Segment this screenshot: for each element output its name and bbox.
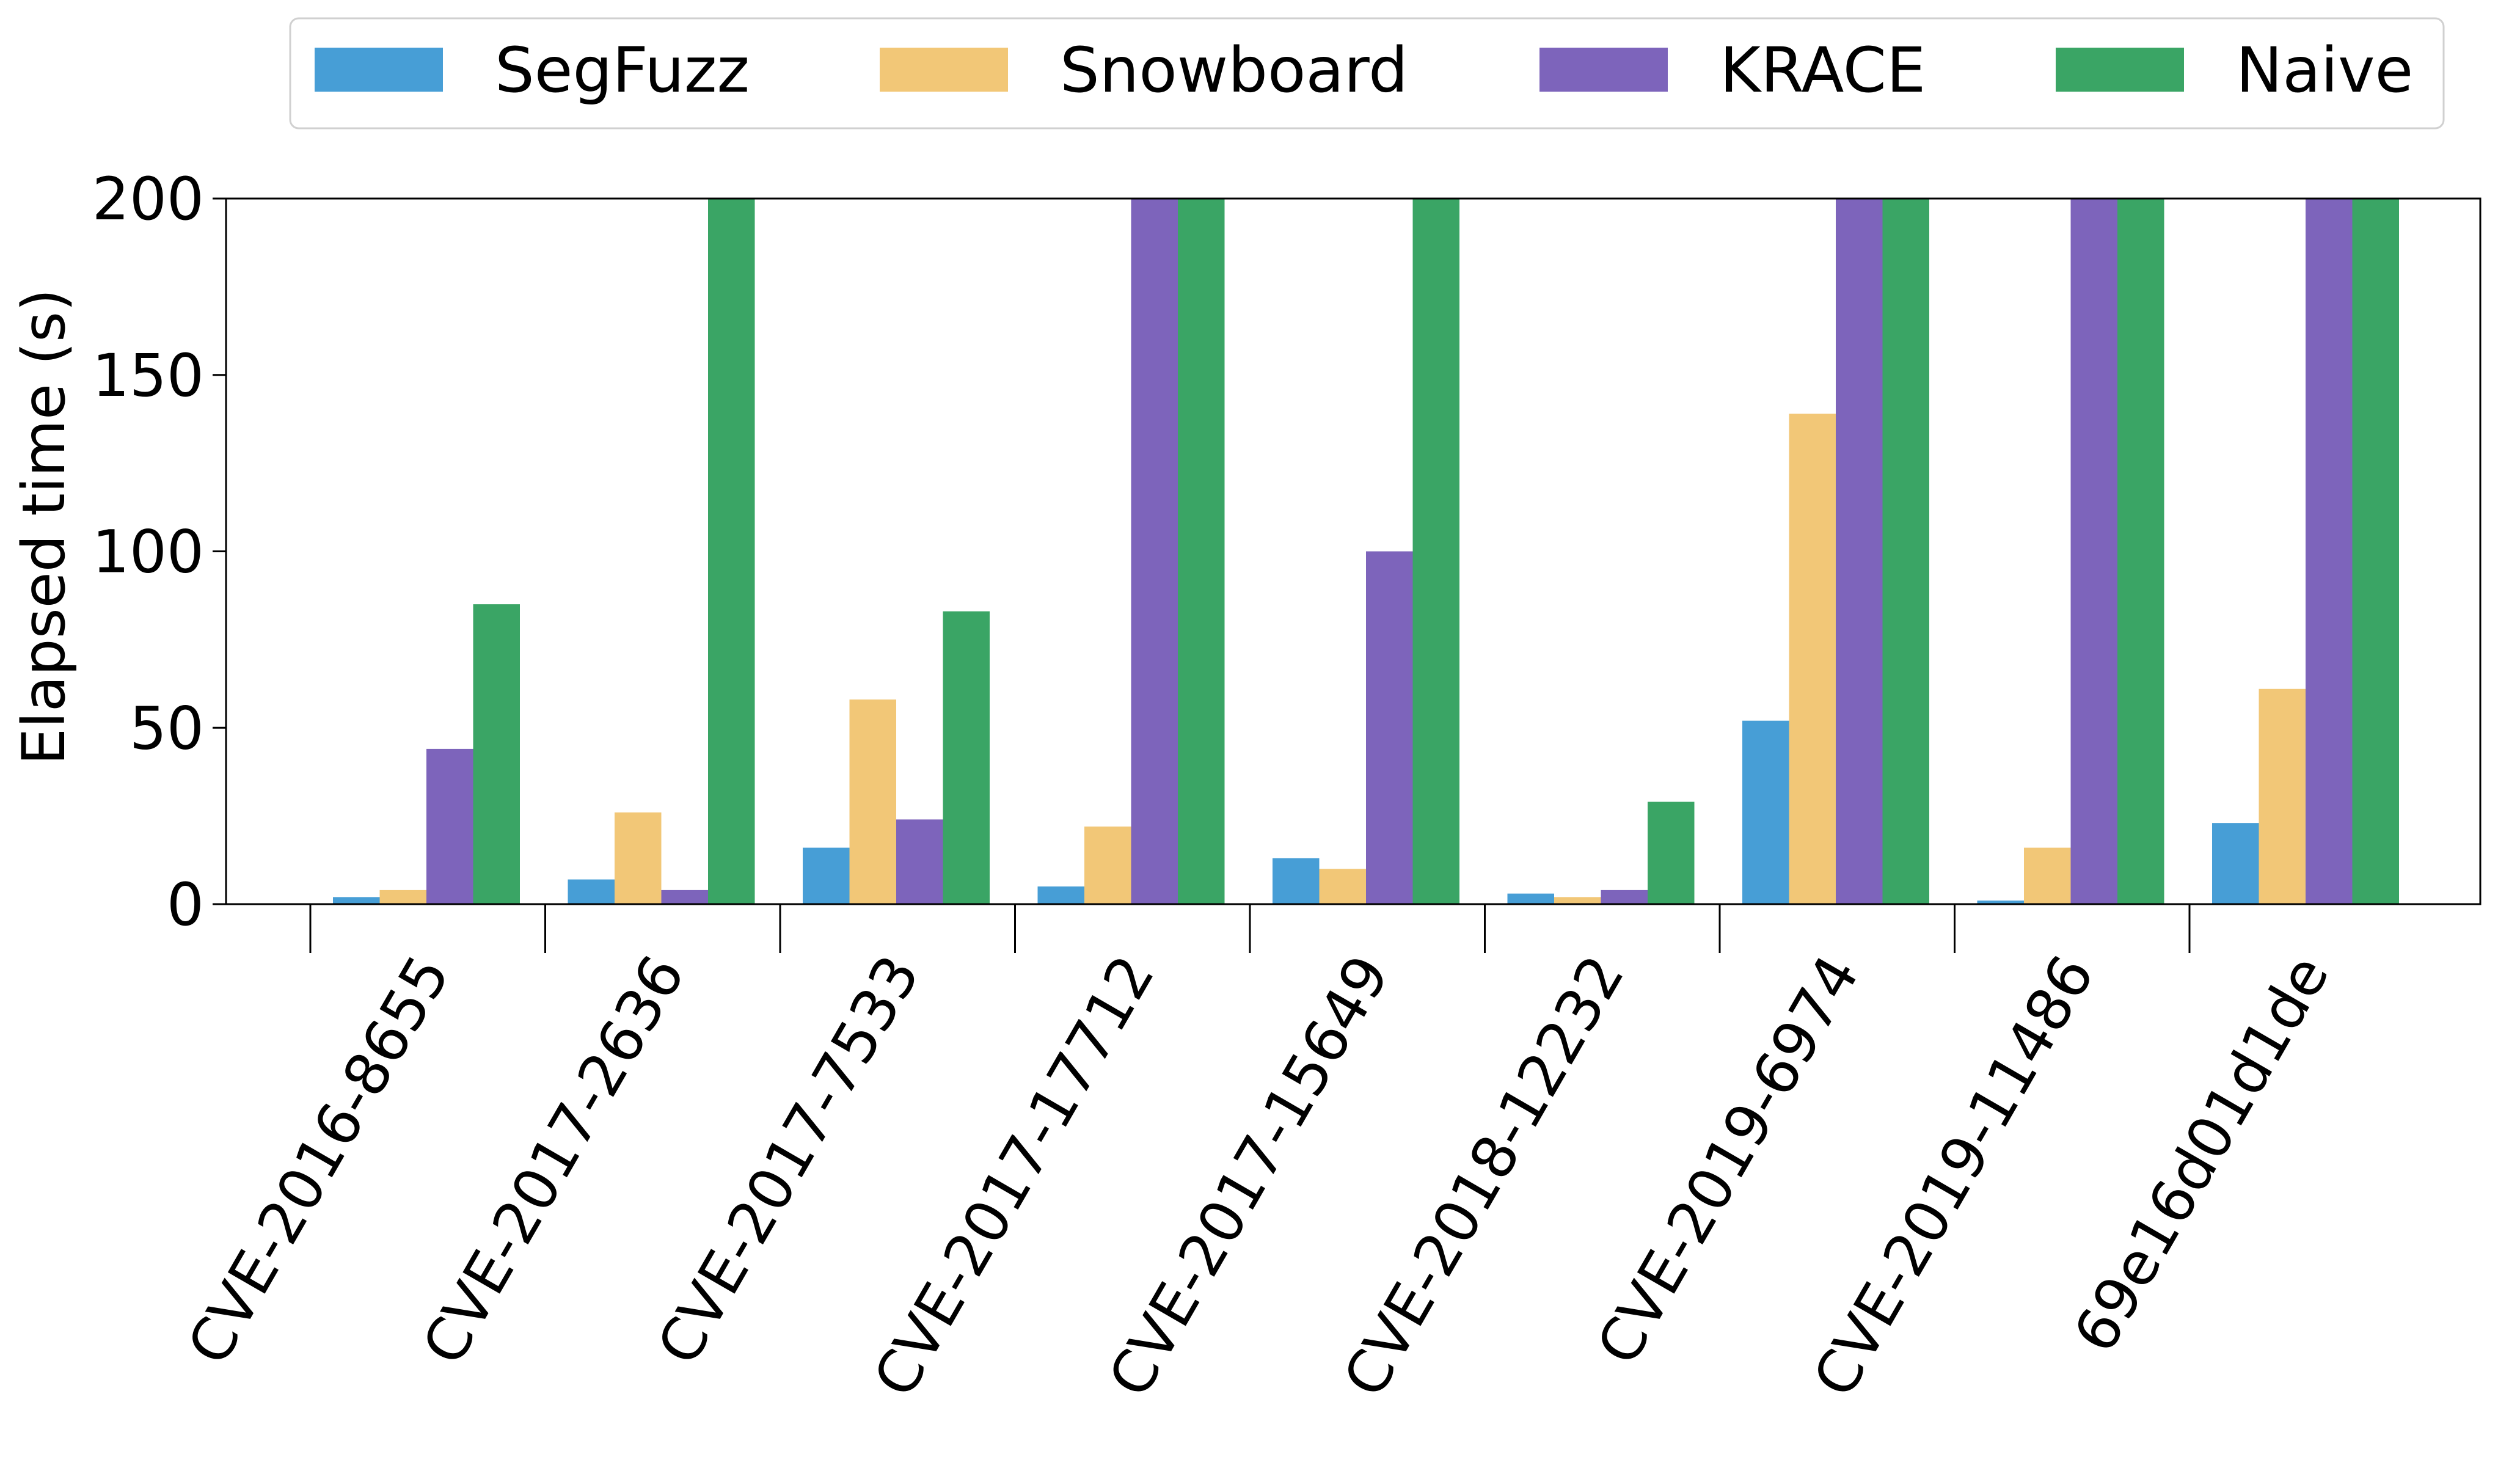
bar-snowboard <box>2259 688 2306 904</box>
bar-krace <box>1366 551 1413 904</box>
bar-krace <box>1131 199 1178 904</box>
legend: SegFuzz Snowboard KRACE Naive <box>289 17 2445 130</box>
bar-snowboard <box>1554 897 1601 904</box>
bars <box>333 199 2399 904</box>
x-tick-label: 69e16d01d1de <box>2061 944 2342 1364</box>
bar-naive <box>1882 199 1929 904</box>
legend-label-krace: KRACE <box>1720 34 1926 107</box>
bar-krace <box>2306 199 2353 904</box>
legend-label-naive: Naive <box>2236 34 2413 107</box>
legend-swatch-segfuzz <box>315 48 443 92</box>
bar-naive <box>1178 199 1225 904</box>
bar-snowboard <box>1789 414 1836 904</box>
bar-snowboard <box>379 889 426 904</box>
legend-label-snowboard: Snowboard <box>1060 34 1408 107</box>
bar-naive <box>2352 199 2399 904</box>
bar-segfuzz <box>1037 886 1084 904</box>
bar-krace <box>1601 889 1648 904</box>
bar-naive <box>1648 802 1695 904</box>
bar-segfuzz <box>333 897 380 904</box>
y-axis-label: Elapsed time (s) <box>10 289 78 765</box>
bar-segfuzz <box>2212 823 2259 904</box>
legend-swatch-naive <box>2056 48 2184 92</box>
legend-swatch-snowboard <box>880 48 1008 92</box>
bar-naive <box>708 199 755 904</box>
bar-snowboard <box>1319 869 1366 904</box>
bar-segfuzz <box>803 847 850 904</box>
bar-segfuzz <box>1273 858 1320 904</box>
y-tick-label: 150 <box>92 341 204 410</box>
y-tick-label: 100 <box>92 518 204 586</box>
bar-snowboard <box>2024 847 2071 904</box>
bar-snowboard <box>615 812 662 904</box>
x-tick-label: CVE-2017-2636 <box>409 944 698 1376</box>
bar-snowboard <box>849 699 896 904</box>
bar-segfuzz <box>1977 900 2024 904</box>
bar-krace <box>1836 199 1883 904</box>
bar-krace <box>661 889 708 904</box>
bar-naive <box>473 604 520 904</box>
bar-krace <box>426 748 473 904</box>
bar-segfuzz <box>1742 720 1789 904</box>
y-tick-label: 200 <box>92 165 204 233</box>
x-tick-label: CVE-2017-7533 <box>644 944 933 1376</box>
x-tick-label: CVE-2019-6974 <box>1583 944 1872 1376</box>
bar-naive <box>1412 199 1459 904</box>
bar-segfuzz <box>1507 893 1554 904</box>
bar-krace <box>2070 199 2117 904</box>
bar-naive <box>2117 199 2164 904</box>
legend-swatch-krace <box>1539 48 1668 92</box>
y-axis: 0 50 100 150 200 <box>92 165 226 939</box>
bar-krace <box>896 819 943 904</box>
bar-snowboard <box>1084 826 1131 904</box>
legend-label-segfuzz: SegFuzz <box>495 34 750 107</box>
legend-box <box>289 17 2445 130</box>
bar-segfuzz <box>568 879 615 904</box>
bar-naive <box>943 611 990 904</box>
y-tick-label: 50 <box>130 694 204 762</box>
x-tick-label: CVE-2016-8655 <box>174 944 463 1376</box>
y-tick-label: 0 <box>167 871 204 939</box>
